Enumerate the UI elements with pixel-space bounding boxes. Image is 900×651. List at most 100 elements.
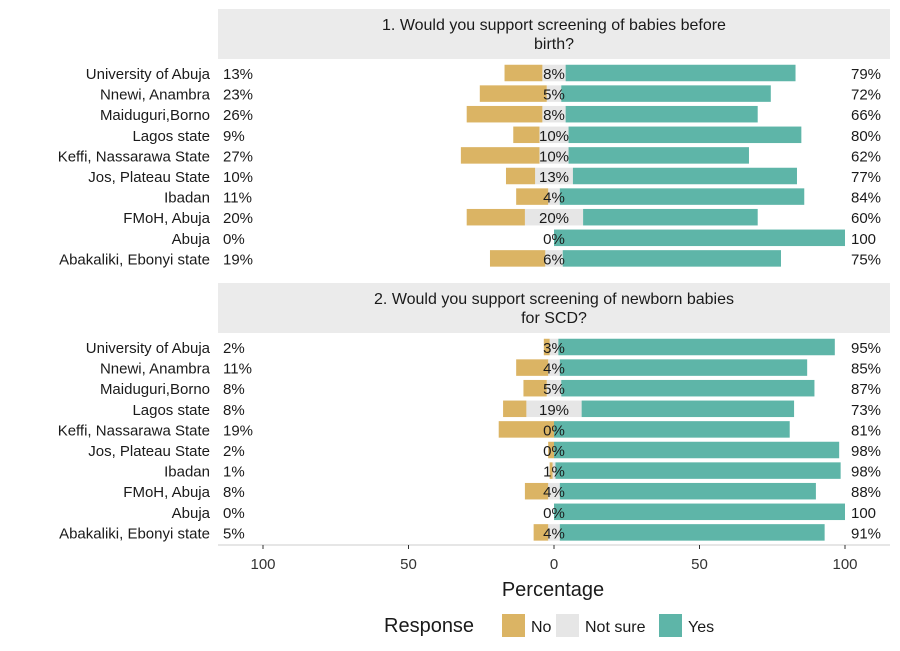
bar-yes: [560, 188, 804, 205]
not-sure-percent-label: 4%: [543, 525, 565, 542]
not-sure-percent-label: 0%: [543, 505, 565, 522]
category-label: Lagos state: [132, 128, 210, 145]
yes-percent-label: 91%: [851, 525, 881, 542]
yes-percent-label: 81%: [851, 422, 881, 439]
bar-yes: [583, 209, 758, 226]
yes-percent-label: 87%: [851, 381, 881, 398]
no-percent-label: 8%: [223, 484, 245, 501]
legend-swatch-no: [502, 614, 525, 637]
category-label: FMoH, Abuja: [123, 484, 210, 501]
no-percent-label: 1%: [223, 464, 245, 481]
bar-yes: [582, 401, 794, 418]
bar-no: [505, 65, 543, 82]
legend-label: Yes: [688, 619, 714, 636]
bar-yes: [554, 421, 790, 438]
yes-percent-label: 75%: [851, 251, 881, 268]
legend-swatch-yes: [659, 614, 682, 637]
no-percent-label: 20%: [223, 210, 253, 227]
not-sure-percent-label: 10%: [539, 148, 569, 165]
no-percent-label: 11%: [223, 190, 252, 207]
not-sure-percent-label: 10%: [539, 128, 569, 145]
not-sure-percent-label: 4%: [543, 361, 565, 378]
not-sure-percent-label: 0%: [543, 231, 565, 248]
category-label: Keffi, Nassarawa State: [58, 148, 210, 165]
yes-percent-label: 98%: [851, 464, 881, 481]
x-tick-label: 100: [832, 556, 857, 573]
category-label: Maiduguri,Borno: [100, 107, 210, 124]
not-sure-percent-label: 6%: [543, 251, 565, 268]
not-sure-percent-label: 5%: [543, 381, 565, 398]
bar-yes: [554, 442, 839, 459]
no-percent-label: 8%: [223, 402, 245, 419]
yes-percent-label: 72%: [851, 87, 881, 104]
bar-yes: [566, 106, 758, 123]
legend-label: Not sure: [585, 619, 646, 636]
not-sure-percent-label: 0%: [543, 422, 565, 439]
bar-yes: [573, 168, 797, 185]
category-label: Maiduguri,Borno: [100, 381, 210, 398]
panel-title-line: 2. Would you support screening of newbor…: [374, 291, 734, 308]
legend-title: Response: [384, 615, 474, 637]
x-tick-label: 0: [550, 556, 558, 573]
category-label: University of Abuja: [86, 66, 211, 83]
yes-percent-label: 100: [851, 231, 876, 248]
yes-percent-label: 77%: [851, 169, 881, 186]
bar-yes: [561, 85, 771, 102]
not-sure-percent-label: 20%: [539, 210, 569, 227]
not-sure-percent-label: 19%: [539, 402, 569, 419]
yes-percent-label: 62%: [851, 148, 881, 165]
x-tick-label: 50: [691, 556, 708, 573]
bar-yes: [558, 339, 834, 356]
bar-yes: [566, 65, 796, 82]
no-percent-label: 9%: [223, 128, 245, 145]
bar-yes: [560, 524, 825, 541]
not-sure-percent-label: 4%: [543, 484, 565, 501]
panel-title-line: 1. Would you support screening of babies…: [382, 17, 726, 34]
no-percent-label: 2%: [223, 443, 245, 460]
category-label: Abakaliki, Ebonyi state: [59, 251, 210, 268]
bar-no: [467, 106, 543, 123]
yes-percent-label: 85%: [851, 361, 881, 378]
yes-percent-label: 95%: [851, 340, 881, 357]
bar-no: [461, 147, 540, 164]
category-label: University of Abuja: [86, 340, 211, 357]
bar-no: [503, 401, 526, 418]
not-sure-percent-label: 8%: [543, 66, 565, 83]
bar-no: [467, 209, 525, 226]
bar-yes: [569, 147, 749, 164]
legend-swatch-not-sure: [556, 614, 579, 637]
yes-percent-label: 66%: [851, 107, 881, 124]
yes-percent-label: 60%: [851, 210, 881, 227]
bar-yes: [569, 127, 802, 144]
bar-no: [490, 250, 545, 267]
bar-no: [480, 85, 547, 102]
bar-yes: [561, 380, 814, 397]
yes-percent-label: 80%: [851, 128, 881, 145]
no-percent-label: 0%: [223, 231, 245, 248]
bar-yes: [554, 230, 845, 247]
not-sure-percent-label: 13%: [539, 169, 569, 186]
category-label: Abuja: [172, 231, 211, 248]
not-sure-percent-label: 5%: [543, 87, 565, 104]
category-label: Abakaliki, Ebonyi state: [59, 525, 210, 542]
category-label: Jos, Plateau State: [88, 169, 210, 186]
category-label: FMoH, Abuja: [123, 210, 210, 227]
yes-percent-label: 88%: [851, 484, 881, 501]
no-percent-label: 5%: [223, 525, 245, 542]
x-axis-title: Percentage: [502, 579, 604, 601]
category-label: Keffi, Nassarawa State: [58, 422, 210, 439]
no-percent-label: 2%: [223, 340, 245, 357]
not-sure-percent-label: 1%: [543, 464, 565, 481]
not-sure-percent-label: 8%: [543, 107, 565, 124]
bar-yes: [560, 359, 807, 376]
x-tick-label: 50: [400, 556, 417, 573]
no-percent-label: 0%: [223, 505, 245, 522]
not-sure-percent-label: 4%: [543, 190, 565, 207]
yes-percent-label: 98%: [851, 443, 881, 460]
legend-label: No: [531, 619, 552, 636]
yes-percent-label: 84%: [851, 190, 881, 207]
category-label: Ibadan: [164, 190, 210, 207]
not-sure-percent-label: 0%: [543, 443, 565, 460]
